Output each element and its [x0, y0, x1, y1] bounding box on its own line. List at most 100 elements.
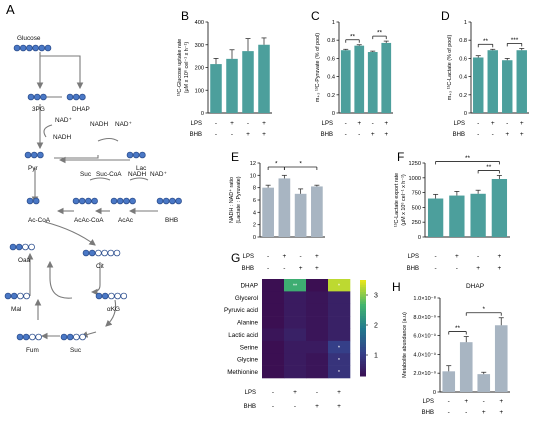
heatmap-cell — [328, 291, 351, 305]
heatmap-cell — [328, 279, 351, 292]
acac-carbon-icon — [110, 197, 136, 205]
carbon-atom — [116, 197, 124, 205]
bhb-sign: + — [520, 131, 524, 138]
colorbar-segment — [360, 337, 366, 341]
colorbar-segment — [360, 308, 366, 312]
y-axis-label-units: (μM x 10⁶ cel⁻¹ x h⁻¹) — [184, 42, 190, 94]
y-tick-label: 1250 — [409, 161, 421, 167]
oaa-carbon-icon — [9, 243, 35, 251]
colorbar-segment — [360, 292, 366, 295]
bhb-sign: - — [294, 403, 296, 410]
lps-sign: + — [262, 120, 266, 127]
lps-sign: - — [215, 120, 217, 127]
bar — [210, 64, 222, 113]
heatmap-cell — [306, 291, 329, 305]
y-axis-label: ¹³C-Glucose uptake rate — [177, 39, 183, 97]
lps-sign: - — [267, 253, 269, 260]
heatmap-cell — [262, 279, 285, 292]
colorbar-segment — [360, 328, 366, 331]
lps-sign: - — [448, 398, 450, 405]
lps-sign: + — [464, 398, 468, 405]
lps-sign: + — [491, 120, 495, 127]
heatmap-row-label: Alanine — [237, 320, 259, 327]
bar — [278, 178, 291, 237]
colorbar-segment — [360, 352, 366, 355]
colorbar-segment — [360, 342, 366, 346]
y-tick-label: 4.0×10⁻⁹ — [413, 351, 436, 358]
lps-sign: - — [477, 253, 479, 260]
carbon-atom — [26, 44, 33, 52]
lps-sign: - — [272, 389, 274, 396]
lps-sign: + — [455, 253, 459, 260]
colorbar-tick-label: 1 — [374, 353, 378, 360]
significance-label: ** — [483, 38, 489, 45]
bhb-sign: - — [215, 131, 217, 138]
heatmap-cell — [306, 340, 329, 354]
y-tick-label: 1.0×10⁻⁸ — [413, 295, 436, 302]
bar — [354, 45, 365, 113]
carbon-atom — [88, 249, 96, 257]
carbon-atom — [91, 197, 98, 205]
heatmap-row-label: Serine — [240, 344, 259, 351]
bar — [311, 186, 323, 237]
colorbar-segment — [360, 359, 366, 363]
suc-bottom-label: Suc — [70, 347, 82, 354]
heatmap-cell — [262, 316, 285, 329]
carbon-atom — [95, 249, 102, 257]
bar — [427, 198, 444, 237]
y-tick-label: 6.0×10⁻⁹ — [413, 333, 436, 340]
y-tick-label: 750 — [412, 191, 421, 197]
carbon-atom — [129, 197, 136, 205]
carbon-atom — [60, 333, 68, 341]
carbon-atom — [24, 151, 32, 159]
carbon-atom — [32, 44, 39, 52]
heatmap-cell — [306, 316, 329, 329]
bhb-row-label: BHB — [321, 132, 333, 138]
bhb-row-label: BHB — [453, 132, 465, 138]
heatmap-cell — [284, 365, 307, 379]
panel-letter: E — [231, 150, 239, 164]
lps-sign: - — [345, 120, 347, 127]
carbon-atom — [79, 333, 86, 341]
3pg-label: 3PG — [32, 106, 45, 113]
y-tick-label: 8.0×10⁻⁹ — [413, 314, 436, 321]
y-tick-label: 200 — [195, 66, 204, 72]
bar — [487, 50, 498, 113]
heatmap-row-label: Lactic acid — [228, 332, 258, 339]
carbon-atom — [114, 292, 121, 300]
bar — [340, 50, 351, 113]
lps-sign: - — [247, 120, 249, 127]
bar — [449, 195, 465, 237]
colorbar-segment — [360, 340, 366, 343]
panel-e: E 0 2 4 6 8 10 12 NADH : NAD⁺ ratio (Lactate : Py… — [229, 150, 325, 272]
y-axis-label: m₊₃ ¹³C-Lactate (% of pool) — [447, 35, 453, 101]
carbon-atom — [72, 197, 80, 205]
carbon-atom — [175, 197, 182, 205]
lac-carbon-icon — [126, 151, 146, 159]
oaa-label: Oaa — [18, 257, 31, 264]
pyr-label: Pyr — [28, 165, 38, 172]
carbon-atom — [66, 333, 74, 341]
colorbar-segment — [360, 316, 366, 319]
carbon-atom — [44, 44, 52, 52]
carbon-atom — [169, 197, 176, 205]
colorbar-segment — [360, 361, 366, 365]
colorbar-segment — [360, 354, 366, 358]
carbon-atom — [162, 197, 170, 205]
carbon-atom — [32, 197, 40, 205]
carbon-atom — [156, 197, 164, 205]
colorbar-segment — [360, 364, 366, 367]
cit-label: Cit — [96, 263, 104, 270]
colorbar-segment — [360, 306, 366, 310]
carbon-atom — [28, 243, 35, 251]
bar — [502, 60, 513, 113]
carbon-atom — [22, 243, 29, 251]
significance-label: * — [275, 161, 278, 168]
lps-sign: + — [384, 120, 388, 127]
bar — [491, 178, 508, 237]
heatmap-star: * — [338, 370, 341, 376]
nadh-label-2: NADH — [90, 121, 108, 128]
colorbar-segment — [360, 323, 366, 327]
heatmap-cell — [262, 340, 285, 354]
